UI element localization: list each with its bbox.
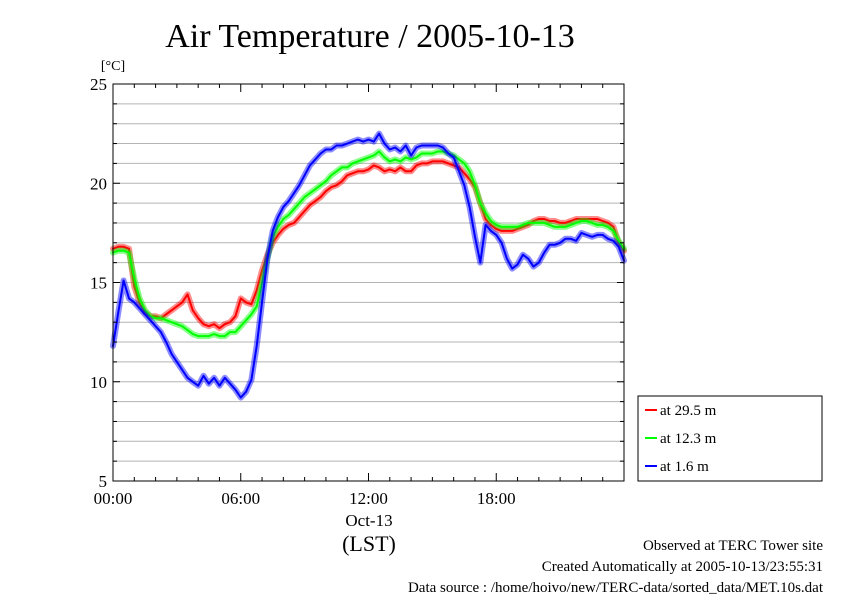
y-tick-label: 15: [90, 274, 107, 293]
legend-box: [637, 395, 823, 482]
series-line: [112, 160, 625, 330]
footer-created: Created Automatically at 2005-10-13/23:5…: [542, 559, 823, 575]
series-line: [112, 132, 625, 399]
series-layer: [110, 130, 627, 401]
y-axis-unit-label: [°C]: [101, 59, 125, 74]
legend-label: at 29.5 m: [660, 403, 717, 419]
series-at-29-5-m: [110, 158, 627, 332]
chart-title: Air Temperature / 2005-10-13: [165, 18, 575, 55]
footer-source: Data source : /home/hoivo/new/TERC-data/…: [408, 580, 824, 595]
x-axis-ticks: 00:00 06:00 12:00 18:00: [94, 84, 625, 508]
series-at-1-6-m: [110, 130, 627, 401]
x-axis-date-label: Oct-13: [345, 511, 392, 530]
x-axis-unit-label: (LST): [342, 531, 396, 556]
legend-label: at 12.3 m: [660, 431, 717, 447]
y-tick-label: 5: [99, 472, 108, 491]
x-tick-label: 12:00: [349, 489, 388, 508]
x-tick-label: 18:00: [477, 489, 516, 508]
y-tick-label: 10: [90, 373, 107, 392]
series-halo: [110, 130, 627, 401]
legend-label: at 1.6 m: [660, 459, 709, 475]
y-tick-label: 20: [90, 174, 107, 193]
footer-site: Observed at TERC Tower site: [643, 538, 823, 554]
y-tick-label: 25: [90, 75, 107, 94]
series-at-12-3-m: [110, 148, 627, 340]
legend: at 29.5 m at 12.3 m at 1.6 m: [637, 395, 823, 482]
y-axis-ticks: 5 10 15 20 25: [90, 75, 624, 491]
x-tick-label: 00:00: [94, 489, 133, 508]
series-line: [112, 150, 625, 338]
x-tick-label: 06:00: [221, 489, 260, 508]
